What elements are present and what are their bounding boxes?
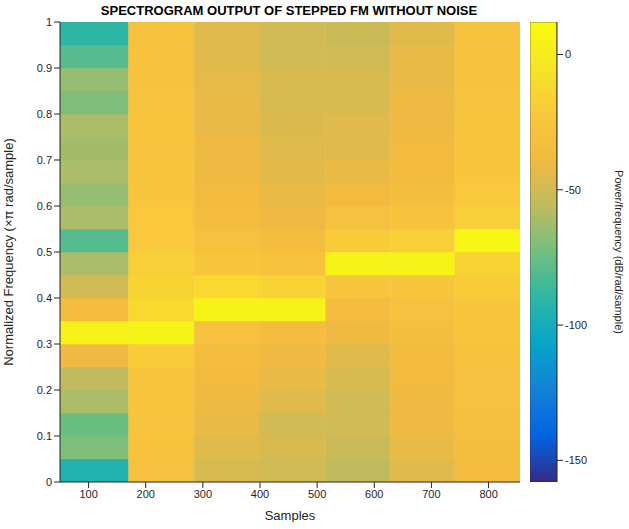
svg-text:1: 1 — [46, 16, 52, 28]
svg-text:500: 500 — [308, 488, 326, 500]
svg-text:Power/frequency (dB/rad/sample: Power/frequency (dB/rad/sample) — [613, 170, 625, 334]
svg-text:0: 0 — [565, 48, 571, 60]
svg-text:Normalized Frequency (×π rad/s: Normalized Frequency (×π rad/sample) — [1, 138, 16, 366]
svg-text:700: 700 — [422, 488, 440, 500]
svg-text:0.5: 0.5 — [37, 246, 52, 258]
svg-text:0.1: 0.1 — [37, 430, 52, 442]
svg-text:600: 600 — [365, 488, 383, 500]
svg-text:0.9: 0.9 — [37, 62, 52, 74]
svg-text:0.4: 0.4 — [37, 292, 52, 304]
svg-text:400: 400 — [251, 488, 269, 500]
svg-text:300: 300 — [194, 488, 212, 500]
svg-text:100: 100 — [79, 488, 97, 500]
svg-text:0.6: 0.6 — [37, 200, 52, 212]
svg-text:0.7: 0.7 — [37, 154, 52, 166]
svg-text:0: 0 — [46, 476, 52, 488]
svg-text:-100: -100 — [565, 319, 587, 331]
svg-text:Samples: Samples — [265, 508, 316, 522]
svg-text:200: 200 — [137, 488, 155, 500]
svg-text:-150: -150 — [565, 454, 587, 466]
html-text:SPECTROGRAM OUTPUT OF STEPPED: SPECTROGRAM OUTPUT OF STEPPED FM WITHOUT… — [100, 3, 478, 18]
svg-text:-50: -50 — [565, 184, 581, 196]
svg-text:0.8: 0.8 — [37, 108, 52, 120]
svg-text:800: 800 — [479, 488, 497, 500]
svg-text:0.3: 0.3 — [37, 338, 52, 350]
svg-text:0.2: 0.2 — [37, 384, 52, 396]
